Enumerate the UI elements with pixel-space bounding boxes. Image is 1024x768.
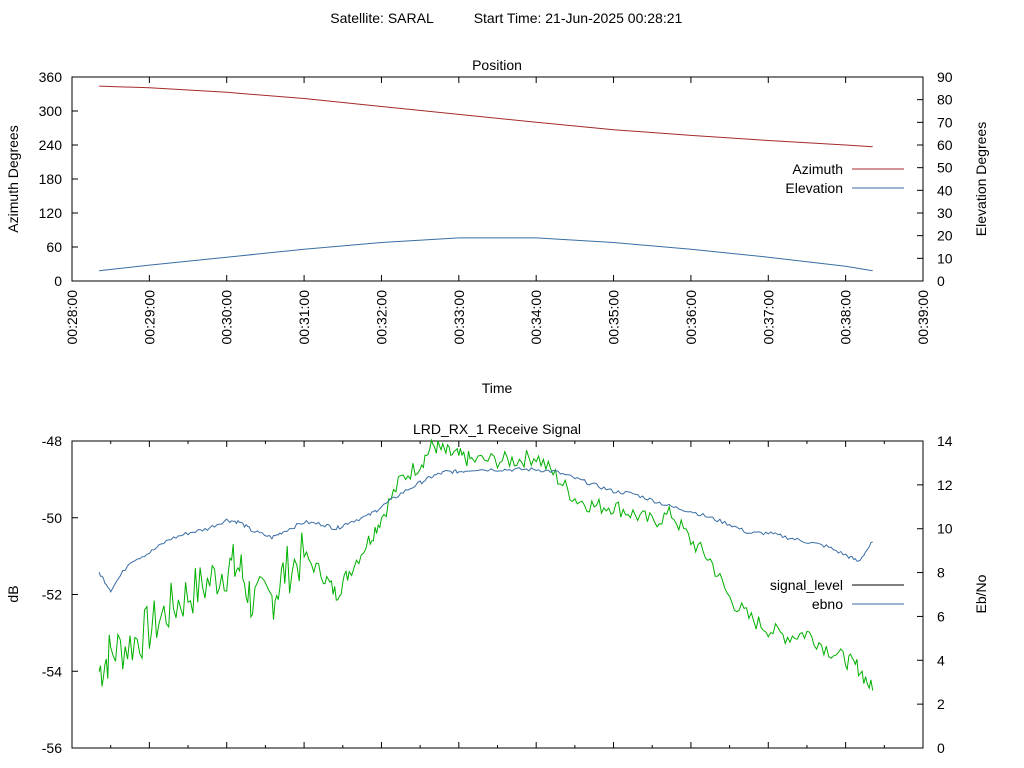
y2-tick-label: 10 <box>937 521 953 537</box>
position-legend: Azimuth Elevation <box>785 161 904 196</box>
x-tick-label: 00:34:00 <box>528 290 544 345</box>
y2-tick-label: 4 <box>937 652 945 668</box>
position-chart-title: Position <box>472 57 522 73</box>
x-tick-label: 00:32:00 <box>373 290 389 345</box>
x-tick-label: 00:36:00 <box>683 290 699 345</box>
signal-y2-axis-label: Eb/No <box>973 574 989 613</box>
position-plot-frame <box>71 76 924 282</box>
y2-tick-label: 0 <box>937 273 945 289</box>
y-tick-label: -52 <box>42 587 62 603</box>
legend-label: Elevation <box>785 180 843 196</box>
y2-tick-label: 12 <box>937 477 953 493</box>
position-y-axis-label: Azimuth Degrees <box>5 125 21 232</box>
y-tick-label: 300 <box>39 103 63 119</box>
start-time-label: Start Time: 21-Jun-2025 00:28:21 <box>474 10 683 26</box>
series-line-elevation <box>99 237 873 272</box>
signal-chart-title: LRD_RX_1 Receive Signal <box>413 421 581 437</box>
y2-tick-label: 70 <box>937 114 953 130</box>
x-tick-label: 00:30:00 <box>219 290 235 345</box>
y2-tick-label: 20 <box>937 228 953 244</box>
y2-tick-label: 8 <box>937 565 945 581</box>
y-tick-label: 180 <box>39 171 63 187</box>
legend-label: Azimuth <box>792 161 843 177</box>
position-chart: Position 00:28:00 00:29:00 00:30:00 00:31:0… <box>5 57 989 396</box>
y-tick-label: -50 <box>42 510 62 526</box>
x-tick-label: 00:39:00 <box>915 290 931 345</box>
series-line-ebno <box>98 467 873 594</box>
y-tick-label: 60 <box>46 239 62 255</box>
y2-tick-label: 30 <box>937 205 953 221</box>
y-tick-label: 120 <box>39 205 63 221</box>
y2-tick-label: 2 <box>937 696 945 712</box>
y2-tick-label: 10 <box>937 250 953 266</box>
x-tick-label: 00:37:00 <box>760 290 776 345</box>
y-tick-label: -54 <box>42 663 62 679</box>
y-tick-label: -48 <box>42 433 62 449</box>
y-tick-label: -56 <box>42 740 62 756</box>
y2-tick-label: 60 <box>937 137 953 153</box>
x-tick-label: 00:38:00 <box>838 290 854 345</box>
y-tick-label: 0 <box>54 273 62 289</box>
position-x-axis-label: Time <box>482 380 513 396</box>
y-tick-label: 360 <box>39 69 63 85</box>
receive-signal-chart: LRD_RX_1 Receive Signal -56 -54 -52 -50 -48 0… <box>5 421 989 756</box>
x-tick-label: 00:33:00 <box>451 290 467 345</box>
x-tick-label: 00:35:00 <box>606 290 622 345</box>
x-tick-label: 00:31:00 <box>296 290 312 345</box>
y2-tick-label: 14 <box>937 433 953 449</box>
legend-label: signal_level <box>770 577 843 593</box>
y2-tick-label: 50 <box>937 160 953 176</box>
position-y2-axis-label: Elevation Degrees <box>973 122 989 236</box>
signal-y-axis-label: dB <box>5 585 21 602</box>
x-tick-label: 00:29:00 <box>141 290 157 345</box>
series-line-azimuth <box>99 85 873 148</box>
satellite-label: Satellite: SARAL <box>330 10 434 26</box>
y2-tick-label: 80 <box>937 92 953 108</box>
legend-label: ebno <box>812 596 843 612</box>
series-line-signal-level <box>98 438 874 691</box>
y2-tick-label: 0 <box>937 740 945 756</box>
x-tick-label: 00:28:00 <box>64 290 80 345</box>
y-tick-label: 240 <box>39 137 63 153</box>
signal-plot-frame <box>71 440 924 749</box>
y2-tick-label: 40 <box>937 182 953 198</box>
y2-tick-label: 90 <box>937 69 953 85</box>
y2-tick-label: 6 <box>937 608 945 624</box>
